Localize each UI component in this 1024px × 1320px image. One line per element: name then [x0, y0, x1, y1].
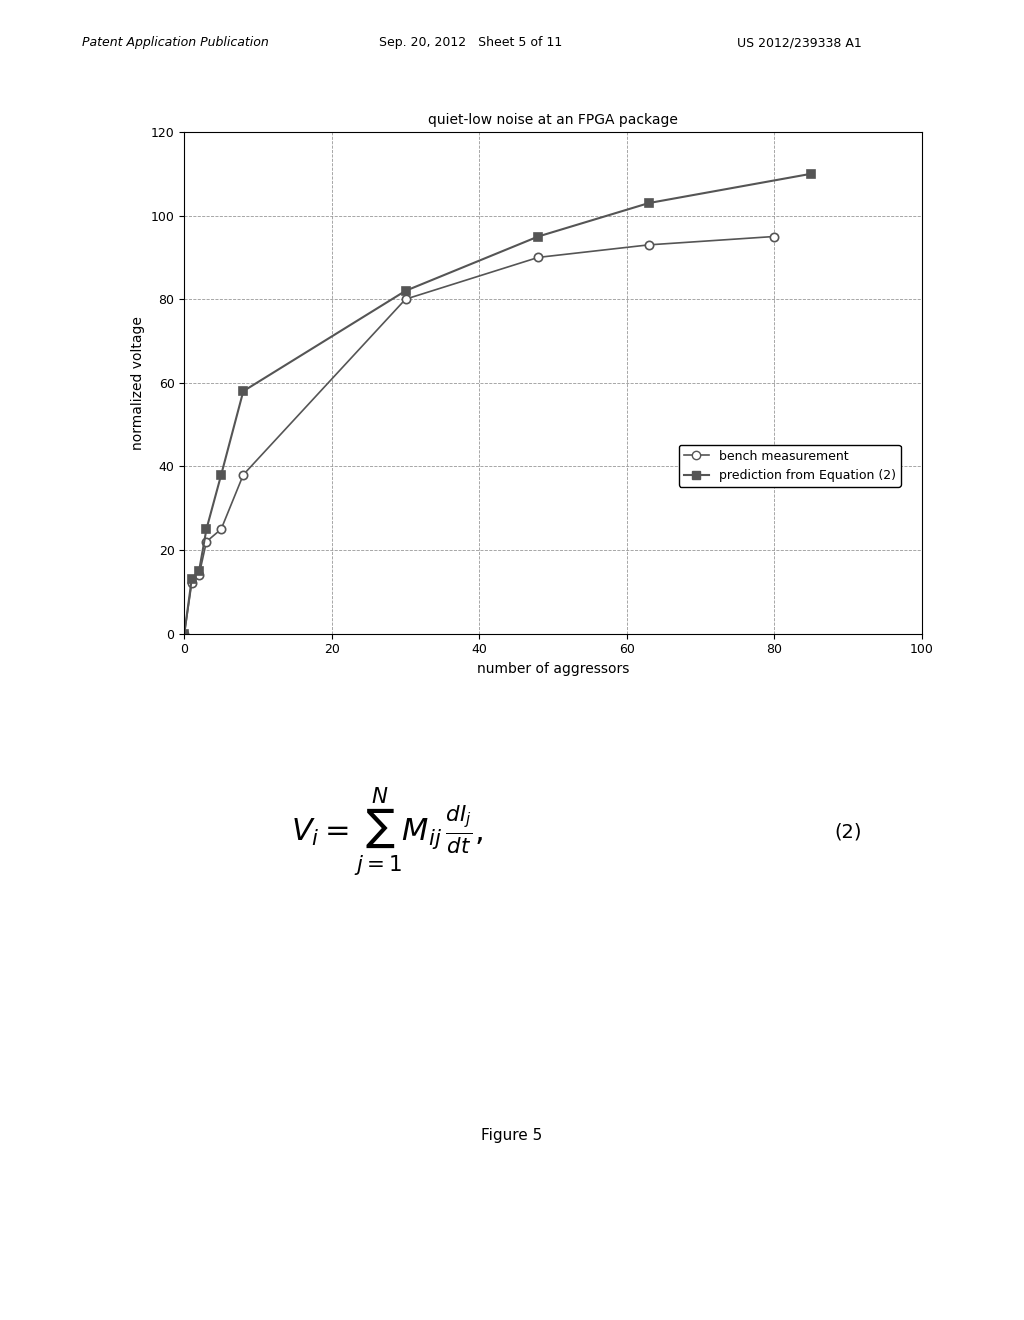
prediction from Equation (2): [201, 521, 213, 537]
prediction from Equation (2): [178, 626, 190, 642]
prediction from Equation (2): [643, 195, 655, 211]
prediction from Equation (2): [238, 383, 250, 399]
X-axis label: number of aggressors: number of aggressors: [477, 661, 629, 676]
Line: bench measurement: bench measurement: [180, 232, 778, 638]
Text: Sep. 20, 2012   Sheet 5 of 11: Sep. 20, 2012 Sheet 5 of 11: [379, 36, 562, 49]
Title: quiet-low noise at an FPGA package: quiet-low noise at an FPGA package: [428, 112, 678, 127]
bench measurement: [201, 533, 213, 549]
Y-axis label: normalized voltage: normalized voltage: [131, 315, 145, 450]
bench measurement: [185, 576, 198, 591]
Legend: bench measurement, prediction from Equation (2): bench measurement, prediction from Equat…: [679, 445, 900, 487]
bench measurement: [768, 228, 780, 244]
bench measurement: [215, 521, 227, 537]
Line: prediction from Equation (2): prediction from Equation (2): [180, 170, 815, 638]
prediction from Equation (2): [215, 467, 227, 483]
prediction from Equation (2): [193, 562, 205, 578]
bench measurement: [399, 292, 412, 308]
Text: (2): (2): [835, 822, 861, 841]
prediction from Equation (2): [532, 228, 545, 244]
prediction from Equation (2): [399, 282, 412, 298]
bench measurement: [193, 568, 205, 583]
bench measurement: [238, 467, 250, 483]
Text: Figure 5: Figure 5: [481, 1127, 543, 1143]
Text: $V_i = \sum_{j=1}^{N} M_{ij}\,\frac{dI_j}{dt},$: $V_i = \sum_{j=1}^{N} M_{ij}\,\frac{dI_j…: [291, 785, 482, 878]
prediction from Equation (2): [805, 166, 817, 182]
bench measurement: [178, 626, 190, 642]
Text: US 2012/239338 A1: US 2012/239338 A1: [737, 36, 862, 49]
bench measurement: [643, 238, 655, 253]
prediction from Equation (2): [185, 572, 198, 587]
bench measurement: [532, 249, 545, 265]
Text: Patent Application Publication: Patent Application Publication: [82, 36, 268, 49]
